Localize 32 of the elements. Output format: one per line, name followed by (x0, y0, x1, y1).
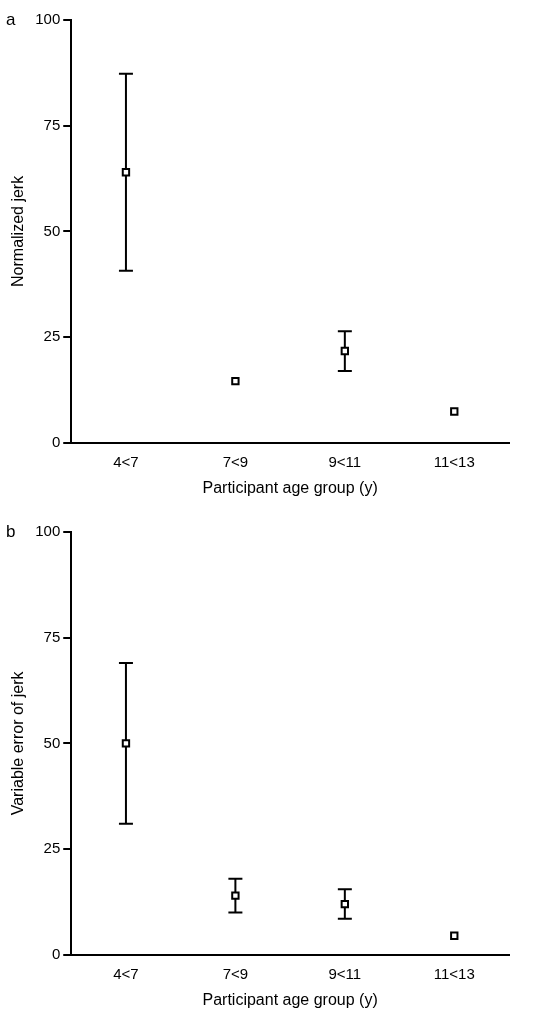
point (121, 168, 131, 177)
x-tick-label: 11<13 (433, 452, 475, 470)
point (121, 739, 131, 748)
point (231, 376, 240, 386)
x-tick-label: 11<13 (433, 964, 475, 982)
y-tick-label: 50 (43, 733, 61, 751)
x-tick-label: 9<11 (328, 452, 362, 470)
y-axis-title: Variable error of jerk (9, 670, 27, 816)
x-tick-label: 7<9 (222, 964, 249, 982)
y-tick-label: 100 (35, 10, 61, 28)
chart-title: b (6, 522, 16, 542)
x-tick-label: 9<11 (328, 964, 362, 982)
point (450, 931, 459, 940)
chart-title: a (6, 10, 16, 30)
y-tick-label: 75 (43, 115, 61, 133)
x-axis-title: Participant age group (y) (202, 990, 378, 1008)
point (340, 346, 350, 356)
y-tick-label: 25 (43, 839, 61, 857)
y-tick-label: 100 (35, 522, 61, 540)
x-axis-title: Participant age group (y) (202, 478, 378, 496)
y-tick-label: 0 (51, 944, 61, 962)
x-tick-label: 7<9 (222, 452, 249, 470)
x-tick-label: 4<7 (113, 964, 139, 982)
x-tick-label: 4<7 (113, 452, 139, 470)
y-axis-title: Normalized jerk (9, 174, 27, 287)
point (450, 407, 459, 416)
point (340, 899, 350, 909)
y-tick-label: 75 (43, 627, 61, 645)
y-tick-label: 50 (43, 221, 61, 239)
point (231, 891, 240, 900)
y-tick-label: 0 (51, 432, 61, 450)
y-tick-label: 25 (43, 327, 61, 345)
